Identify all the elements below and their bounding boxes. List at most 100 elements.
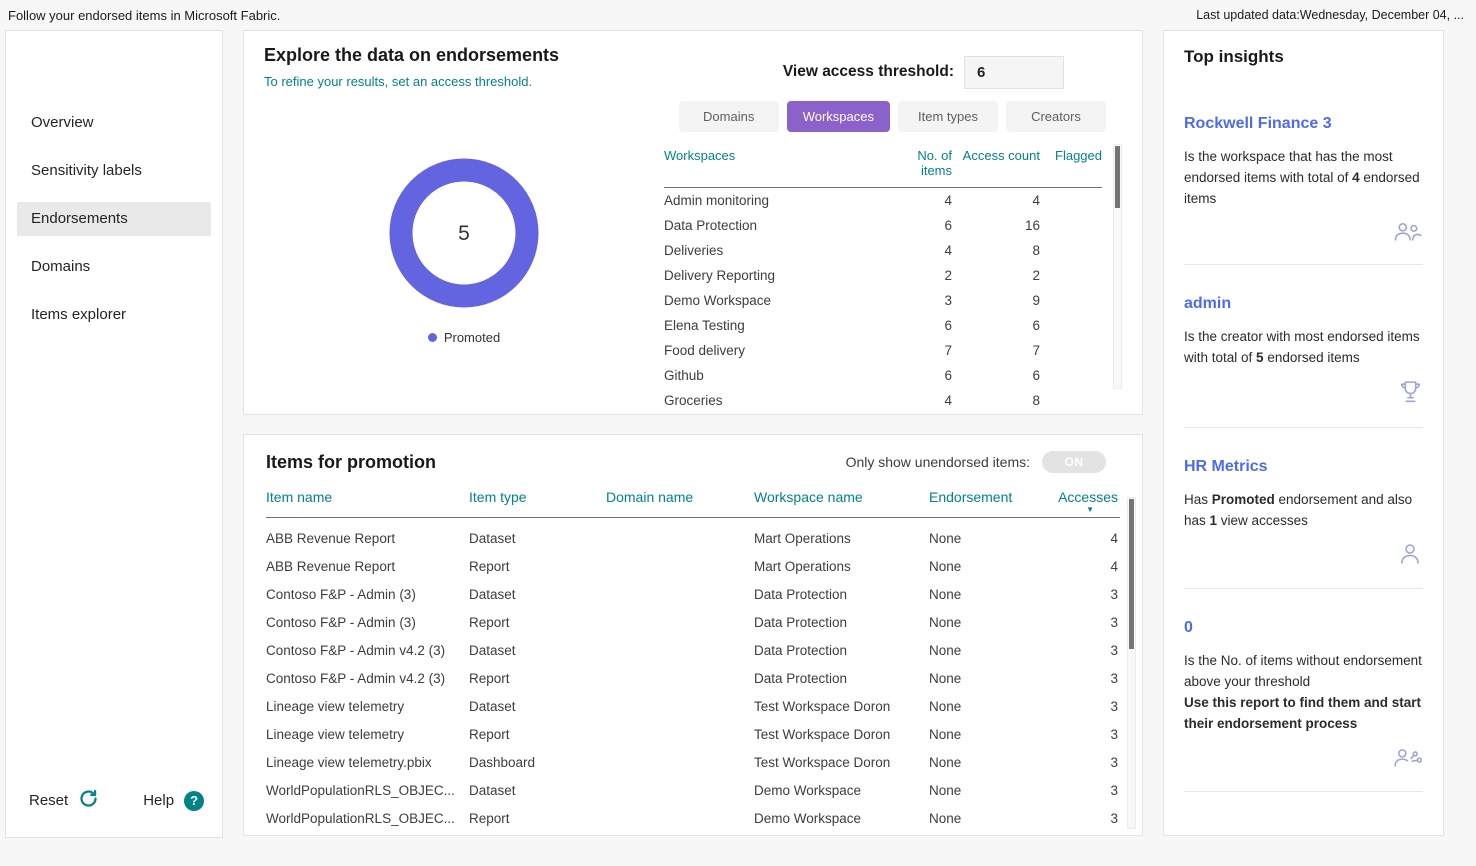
table-row[interactable]: ABB Revenue Report Report Mart Operation… [266, 552, 1120, 580]
item-type-cell: Report [469, 614, 510, 630]
col-header-access-count[interactable]: Access count [962, 148, 1040, 163]
col-header-workspaces[interactable]: Workspaces [664, 148, 736, 163]
endorsement-cell: None [929, 586, 962, 602]
scrollbar-thumb[interactable] [1115, 146, 1120, 208]
promotion-card-title: Items for promotion [266, 451, 436, 472]
endorsement-cell: None [929, 810, 962, 826]
col-header-accesses-label: Accesses [1058, 489, 1118, 505]
insight-text: endorsement and also has [1184, 491, 1413, 528]
access-threshold-label: View access threshold: [782, 63, 954, 80]
accesses-cell: 3 [1110, 810, 1118, 826]
table-row[interactable]: Contoso F&P - Admin v4.2 (3) Report Data… [266, 664, 1120, 692]
access-count-cell: 8 [1032, 393, 1040, 406]
accesses-cell: 3 [1110, 586, 1118, 602]
workspace-name-cell: Data Protection [754, 614, 848, 630]
sidebar-item-overview[interactable]: Overview [31, 114, 94, 131]
table-row[interactable]: Lineage view telemetry.pbix Dashboard Te… [266, 748, 1120, 776]
table-row[interactable]: Admin monitoring 4 4 [664, 188, 1102, 213]
trophy-icon [1398, 379, 1423, 411]
table-row[interactable]: Contoso F&P - Admin (3) Dataset Data Pro… [266, 580, 1120, 608]
items-table-body: ABB Revenue Report Dataset Mart Operatio… [266, 524, 1120, 826]
endorsement-cell: None [929, 642, 962, 658]
unendorsed-toggle[interactable]: ON [1042, 451, 1106, 473]
col-header-flagged[interactable]: Flagged [1055, 148, 1102, 163]
col-header-item-type[interactable]: Item type [469, 489, 527, 505]
item-type-cell: Report [469, 558, 510, 574]
insight-heading-link[interactable]: HR Metrics [1184, 457, 1268, 475]
item-type-cell: Report [469, 670, 510, 686]
reset-button[interactable]: Reset [29, 788, 99, 813]
main-content: Explore the data on endorsements To refi… [243, 30, 1143, 836]
workspace-name-cell: Food delivery [664, 343, 746, 358]
donut-center-value: 5 [458, 222, 470, 245]
table-row[interactable]: Data Protection 6 16 [664, 213, 1102, 238]
workspace-name-cell: Test Workspace Doron [754, 726, 891, 742]
table-row[interactable]: Deliveries 4 8 [664, 238, 1102, 263]
last-updated-text: Last updated data:Wednesday, December 04… [1196, 8, 1464, 22]
col-header-workspace-name[interactable]: Workspace name [754, 489, 863, 505]
table-row[interactable]: Lineage view telemetry Report Test Works… [266, 720, 1120, 748]
table-row[interactable]: Delivery Reporting 2 2 [664, 263, 1102, 288]
no-of-items-cell: 3 [944, 293, 952, 308]
access-count-cell: 9 [1032, 293, 1040, 308]
workspace-name-cell: Elena Testing [664, 318, 745, 333]
table-row[interactable]: Food delivery 7 7 [664, 338, 1102, 363]
access-threshold-input[interactable] [964, 55, 1064, 89]
table-row[interactable]: Lineage view telemetry Dataset Test Work… [266, 692, 1120, 720]
endorsement-cell: None [929, 782, 962, 798]
no-of-items-cell: 4 [944, 193, 952, 208]
explore-titles: Explore the data on endorsements To refi… [264, 45, 559, 89]
col-header-domain-name[interactable]: Domain name [606, 489, 694, 505]
top-insights-panel: Top insights Rockwell Finance 3 Is the w… [1163, 30, 1444, 836]
workspace-name-cell: Admin monitoring [664, 193, 770, 208]
col-header-item-name[interactable]: Item name [266, 489, 333, 505]
table-row[interactable]: Elena Testing 6 6 [664, 313, 1102, 338]
insight-most-endorsed-workspace: Rockwell Finance 3 Is the workspace that… [1184, 67, 1423, 265]
item-name-cell: Lineage view telemetry [266, 726, 405, 742]
tab-creators[interactable]: Creators [1006, 101, 1106, 132]
insight-heading-link[interactable]: 0 [1184, 619, 1193, 637]
sidebar-item-endorsements[interactable]: Endorsements [17, 202, 211, 236]
item-name-cell: Contoso F&P - Admin (3) [266, 586, 416, 602]
workspace-name-cell: Data Protection [754, 670, 848, 686]
help-button[interactable]: Help ? [143, 790, 205, 811]
no-of-items-cell: 6 [944, 218, 952, 233]
tab-domains[interactable]: Domains [678, 101, 779, 132]
no-of-items-cell: 4 [944, 243, 952, 258]
col-header-endorsement[interactable]: Endorsement [929, 489, 1013, 505]
table-row[interactable]: WorldPopulationRLS_OBJEC... Dataset Demo… [266, 776, 1120, 804]
item-name-cell: WorldPopulationRLS_OBJEC... [266, 782, 455, 798]
insight-text: Is the workspace that has the most endor… [1184, 149, 1393, 185]
table-row[interactable]: Contoso F&P - Admin (3) Report Data Prot… [266, 608, 1120, 636]
table-row[interactable]: Contoso F&P - Admin v4.2 (3) Dataset Dat… [266, 636, 1120, 664]
table-row[interactable]: Groceries 4 8 [664, 388, 1102, 406]
access-count-cell: 4 [1032, 193, 1040, 208]
table-row[interactable]: Github 6 6 [664, 363, 1102, 388]
scrollbar-thumb[interactable] [1129, 499, 1134, 649]
items-scrollbar[interactable] [1127, 497, 1136, 829]
col-header-no-of-items[interactable]: No. of items [917, 148, 952, 178]
explore-endorsements-card: Explore the data on endorsements To refi… [243, 30, 1143, 415]
insight-top-creator: admin Is the creator with most endorsed … [1184, 265, 1423, 428]
tab-item-types[interactable]: Item types [898, 101, 998, 132]
donut-ring: 5 [389, 158, 539, 308]
explore-card-title: Explore the data on endorsements [264, 45, 560, 65]
item-type-cell: Report [469, 726, 510, 742]
insight-bold-value: Use this report to find them and start t… [1184, 695, 1422, 732]
table-row[interactable]: ABB Revenue Report Dataset Mart Operatio… [266, 524, 1120, 552]
insight-heading-link[interactable]: admin [1184, 294, 1232, 312]
table-row[interactable]: WorldPopulationRLS_OBJEC... Report Demo … [266, 804, 1120, 826]
item-type-cell: Report [469, 810, 510, 826]
access-count-cell: 16 [1024, 218, 1040, 233]
sidebar-item-items-explorer[interactable]: Items explorer [31, 306, 127, 323]
no-of-items-cell: 4 [944, 393, 952, 406]
access-threshold: View access threshold: [783, 55, 1064, 89]
col-header-accesses[interactable]: Accesses ▼ [1045, 489, 1120, 514]
sidebar-item-domains[interactable]: Domains [31, 258, 91, 275]
workspaces-scrollbar[interactable] [1113, 144, 1122, 389]
sidebar-item-sensitivity-labels[interactable]: Sensitivity labels [31, 162, 142, 179]
insight-heading-link[interactable]: Rockwell Finance 3 [1184, 115, 1332, 132]
tab-workspaces[interactable]: Workspaces [786, 101, 890, 132]
accesses-cell: 3 [1110, 642, 1118, 658]
table-row[interactable]: Demo Workspace 3 9 [664, 288, 1102, 313]
